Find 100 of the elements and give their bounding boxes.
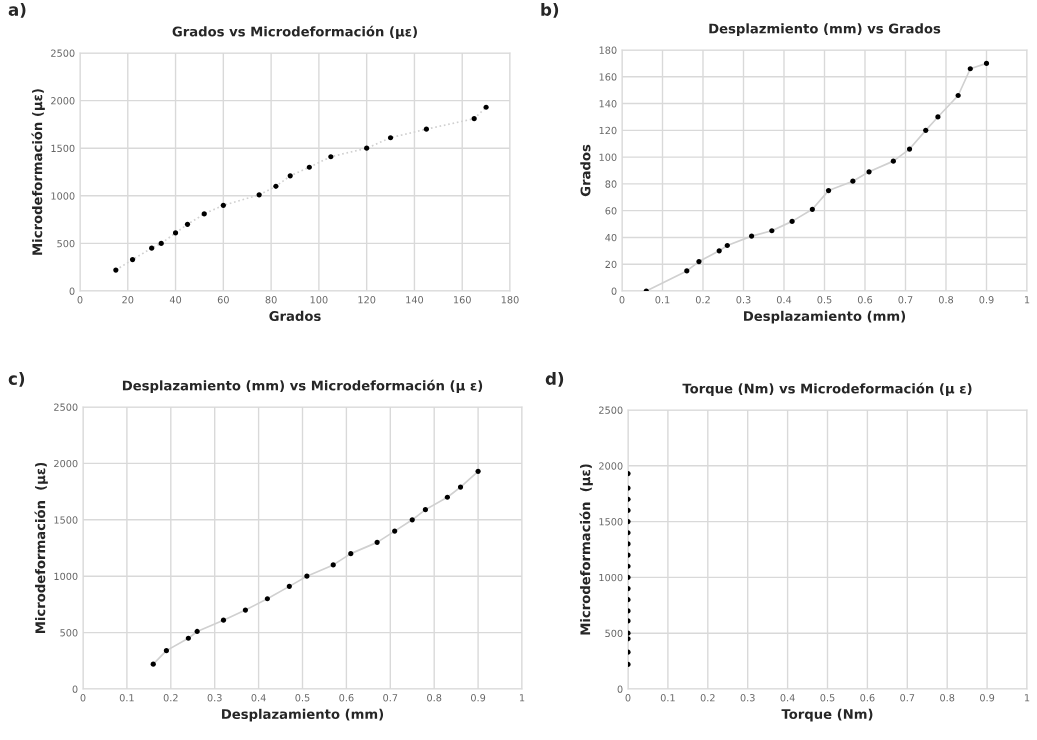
point bbox=[935, 114, 941, 120]
point bbox=[129, 256, 136, 263]
x-tick-label: 0.9 bbox=[980, 694, 995, 702]
point bbox=[172, 230, 179, 236]
x-tick-label: 1 bbox=[1024, 296, 1030, 304]
x-tick-label: 60 bbox=[217, 296, 229, 304]
point bbox=[264, 596, 270, 602]
y-tick-label: 2500 bbox=[51, 49, 75, 57]
y-tick-label: 1500 bbox=[54, 516, 78, 524]
y-tick-label: 0 bbox=[617, 685, 623, 693]
point bbox=[850, 178, 856, 184]
point bbox=[749, 233, 755, 239]
x-tick-label: 1 bbox=[1024, 694, 1030, 702]
y-tick-label: 20 bbox=[605, 260, 617, 269]
x-axis-title: Desplazamiento (mm) bbox=[744, 310, 906, 324]
point bbox=[423, 126, 429, 132]
y-tick-label: 80 bbox=[605, 180, 617, 188]
point bbox=[890, 158, 896, 164]
x-tick-label: 0.4 bbox=[251, 694, 266, 702]
point bbox=[163, 648, 170, 654]
y-tick-label: 1500 bbox=[599, 518, 623, 526]
y-axis-title: Microdeformación (με) bbox=[34, 462, 48, 634]
text: c) bbox=[8, 372, 25, 387]
x-axis-title: Torque (Nm) bbox=[781, 708, 873, 722]
x-tick-label: 0.7 bbox=[900, 694, 915, 702]
x-tick-label: 0.3 bbox=[740, 694, 755, 702]
point bbox=[113, 267, 119, 273]
y-tick-label: 1000 bbox=[599, 573, 623, 582]
chart-title: Desplazmiento (mm) vs Grados bbox=[709, 23, 941, 37]
x-tick-label: 0.8 bbox=[938, 296, 954, 304]
y-tick-label: 2000 bbox=[54, 459, 78, 468]
point bbox=[724, 242, 730, 249]
x-tick-label: 0 bbox=[625, 694, 631, 702]
x-tick-label: 160 bbox=[454, 296, 471, 304]
x-tick-label: 20 bbox=[122, 296, 134, 304]
x-tick-label: 0.7 bbox=[383, 694, 398, 702]
x-tick-label: 0.8 bbox=[427, 694, 442, 702]
point bbox=[330, 562, 336, 568]
y-tick-label: 0 bbox=[611, 287, 617, 295]
point bbox=[906, 146, 913, 152]
y-tick-label: 0 bbox=[72, 685, 78, 693]
x-tick-label: 0.1 bbox=[119, 694, 134, 702]
x-tick-label: 0.2 bbox=[163, 694, 178, 702]
x-tick-label: 0 bbox=[80, 694, 86, 702]
point bbox=[866, 169, 872, 175]
y-axis-title: Microdeformación (με) bbox=[579, 464, 593, 635]
point bbox=[150, 661, 156, 667]
x-tick-label: 180 bbox=[501, 296, 519, 304]
y-tick-label: 500 bbox=[57, 239, 75, 248]
point bbox=[483, 104, 489, 110]
y-tick-label: 140 bbox=[599, 100, 617, 108]
y-tick-label: 0 bbox=[69, 287, 75, 295]
y-tick-label: 2000 bbox=[51, 97, 75, 105]
point bbox=[789, 218, 795, 224]
point bbox=[409, 517, 415, 523]
point bbox=[364, 145, 370, 151]
point bbox=[923, 127, 929, 133]
point bbox=[374, 539, 380, 545]
point bbox=[955, 92, 961, 99]
x-tick-label: 0.1 bbox=[660, 694, 675, 702]
x-tick-label: 0.5 bbox=[820, 694, 835, 702]
point bbox=[392, 528, 398, 534]
x-tick-label: 0.6 bbox=[860, 694, 875, 702]
x-tick-label: 0.5 bbox=[817, 296, 832, 304]
x-tick-label: 0.2 bbox=[695, 296, 710, 304]
point bbox=[348, 551, 354, 557]
point bbox=[286, 583, 292, 589]
y-axis-title: Grados bbox=[580, 144, 591, 197]
y-tick-label: 2500 bbox=[54, 403, 78, 411]
x-tick-label: 140 bbox=[406, 296, 424, 304]
point bbox=[444, 494, 450, 500]
x-tick-label: 0.8 bbox=[940, 694, 955, 702]
x-tick-label: 0.5 bbox=[295, 694, 310, 702]
x-tick-label: 0.3 bbox=[207, 694, 222, 702]
point bbox=[983, 60, 990, 66]
point bbox=[387, 135, 394, 141]
chart-title: Grados vs Microdeformación (με) bbox=[172, 25, 417, 40]
y-tick-label: 500 bbox=[605, 629, 623, 638]
point bbox=[185, 635, 191, 641]
y-tick-label: 1000 bbox=[54, 572, 78, 581]
x-tick-label: 0.9 bbox=[471, 694, 486, 702]
chart-title: Torque (Nm) vs Microdeformación (μ ε) bbox=[682, 382, 972, 397]
x-tick-label: 0.4 bbox=[776, 296, 792, 304]
point bbox=[149, 245, 155, 251]
point bbox=[328, 154, 334, 160]
y-tick-label: 100 bbox=[599, 153, 617, 161]
point bbox=[457, 484, 464, 490]
point bbox=[256, 192, 262, 198]
point bbox=[220, 617, 227, 623]
point bbox=[306, 164, 312, 170]
x-tick-label: 0.1 bbox=[655, 296, 670, 304]
y-tick-label: 160 bbox=[599, 73, 617, 81]
point bbox=[825, 187, 832, 194]
y-tick-label: 60 bbox=[605, 207, 617, 215]
text: a) bbox=[8, 3, 26, 18]
point bbox=[716, 248, 722, 254]
text: b) bbox=[541, 3, 559, 18]
point bbox=[422, 507, 429, 513]
point bbox=[696, 258, 702, 265]
x-tick-label: 0.3 bbox=[736, 296, 751, 304]
